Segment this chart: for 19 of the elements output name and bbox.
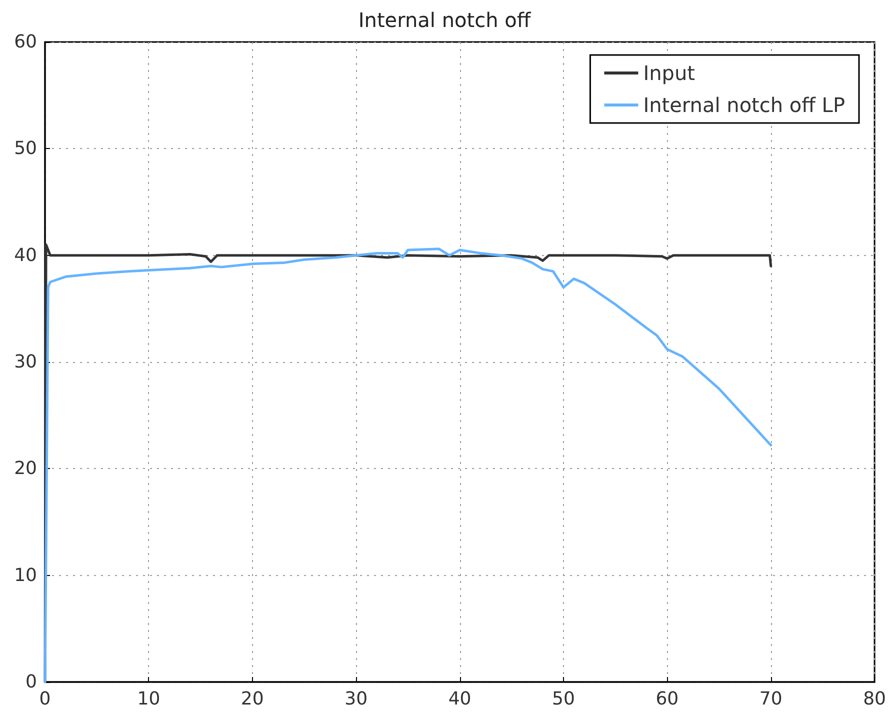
y-tick-label: 30: [14, 352, 37, 372]
x-tick-label: 50: [552, 688, 575, 710]
x-tick-label: 40: [448, 688, 472, 710]
x-tick-label: 60: [656, 688, 679, 710]
x-tick-label: 80: [863, 688, 886, 710]
x-tick-label: 30: [344, 688, 368, 710]
x-tick-label: 20: [240, 688, 264, 710]
y-tick-label: 50: [14, 138, 37, 160]
y-tick-label: 20: [14, 458, 37, 480]
x-tick-label: 0: [39, 688, 51, 710]
y-tick-label: 0: [26, 672, 37, 692]
chart-title: Internal notch off: [358, 8, 532, 32]
y-tick-label: 60: [14, 32, 37, 52]
legend-label: Internal notch off LP: [643, 93, 845, 117]
x-tick-label: 10: [137, 688, 160, 710]
legend-label: Input: [643, 61, 696, 85]
x-tick-label: 70: [759, 688, 782, 710]
y-tick-label: 40: [14, 244, 37, 266]
y-tick-label: 10: [14, 564, 37, 586]
